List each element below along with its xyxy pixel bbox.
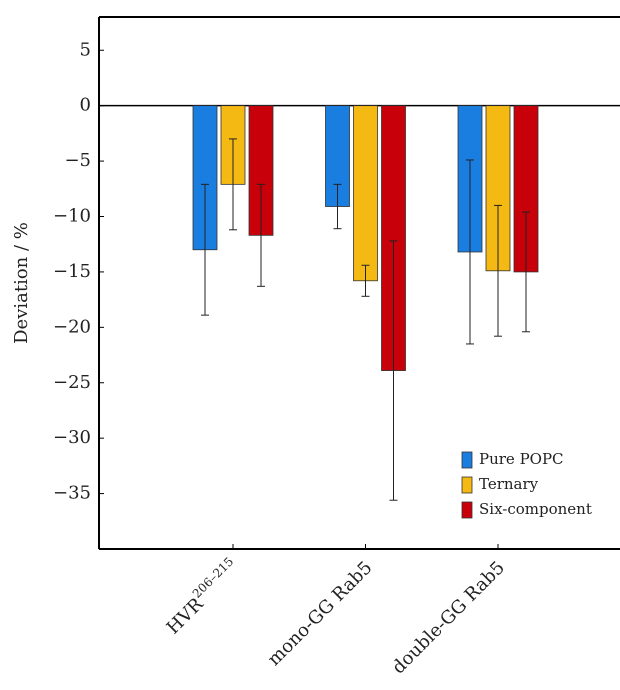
error-bar	[361, 264, 370, 297]
legend-swatch	[461, 501, 473, 519]
y-tick-label: −15	[53, 261, 91, 282]
legend-label: Ternary	[479, 475, 539, 493]
error-bar	[333, 183, 342, 230]
y-tick-label: −10	[53, 206, 91, 227]
y-axis-label: Deviation / %	[11, 222, 32, 344]
x-tick-label: mono-GG Rab5	[264, 557, 377, 670]
bar	[353, 105, 378, 282]
y-tick-label: −5	[64, 150, 91, 171]
error-bar	[201, 183, 209, 316]
error-bar	[257, 183, 265, 287]
y-tick-label: −25	[53, 372, 91, 393]
category-name: HVR	[163, 594, 208, 639]
error-bar	[494, 204, 502, 337]
legend-swatch	[461, 476, 473, 494]
category-superscript: 206–215	[189, 554, 236, 601]
error-bar	[389, 240, 398, 501]
category-name: mono-GG Rab5	[264, 557, 377, 670]
y-tick-label: −30	[53, 427, 91, 448]
plot-frame	[98, 16, 620, 550]
error-bar	[229, 138, 237, 231]
x-tick-label: double-GG Rab5	[388, 557, 509, 678]
y-tick-label: −35	[53, 483, 91, 504]
legend-label: Six-component	[479, 500, 592, 518]
error-bar	[522, 211, 530, 333]
y-tick-label: 5	[80, 39, 91, 60]
legend-label: Pure POPC	[479, 450, 564, 468]
y-tick-label: 0	[80, 95, 91, 116]
error-bar	[466, 159, 474, 345]
legend-swatch	[461, 451, 473, 469]
category-name: double-GG Rab5	[388, 557, 509, 678]
x-tick-label: HVR206–215	[160, 554, 245, 639]
y-tick-label: −20	[53, 316, 91, 337]
